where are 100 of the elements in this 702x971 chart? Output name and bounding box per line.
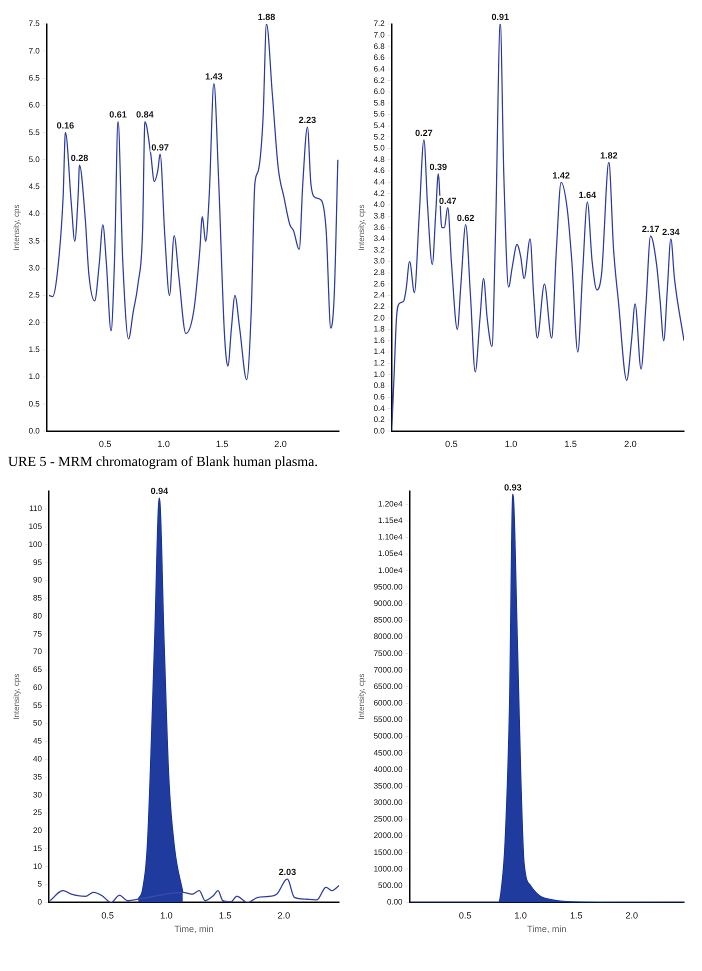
annotation: 0.97 [151,142,169,152]
x-tick-label: 1.5 [570,910,582,920]
y-tick-label: 6.0 [28,100,40,110]
x-tick-label: 1.0 [514,910,527,920]
y-tick-label: 7.0 [28,46,40,56]
annotation: 0.61 [109,110,127,120]
y-tick-label: 1500.00 [374,848,404,857]
y-tick-label: 4500.00 [374,748,404,758]
x-tick-label: 1.0 [504,439,518,450]
y-tick-label: 20 [33,826,42,836]
annotation: 1.64 [578,190,596,200]
y-axis-title: Intensity, cps [12,674,22,720]
y-tick-label: 10 [33,862,42,871]
y-tick-label: 90 [33,576,42,585]
y-tick-label: 0.8 [374,381,386,390]
y-tick-label: 1.5 [28,344,40,354]
annotation: 2.03 [278,867,296,878]
x-tick-label: 1.5 [218,910,232,920]
y-tick-label: 5500.00 [374,715,404,724]
y-tick-label: 1.05e4 [378,549,404,558]
y-axis-title: Intensity, cps [12,204,22,251]
y-tick-label: 95 [33,558,42,567]
x-tick-label: 2.0 [626,910,638,920]
y-tick-label: 6.4 [374,64,386,74]
y-tick-label: 8000.00 [374,632,404,642]
y-tick-label: 30 [33,790,42,800]
annotation: 2.17 [642,224,660,234]
y-tick-label: 5.2 [374,132,386,142]
y-tick-label: 3500.00 [374,781,404,790]
annotation: 1.82 [600,150,618,161]
y-tick-label: 15 [33,844,42,853]
y-tick-label: 5000.00 [374,732,404,741]
y-tick-label: 4.0 [374,200,386,210]
annotation: 0.94 [150,486,168,496]
y-tick-label: 8500.00 [374,616,404,625]
y-tick-label: 1.8 [374,324,386,334]
annotation: 1.42 [552,170,570,180]
y-tick-label: 3.0 [28,264,40,273]
y-tick-label: 7.0 [374,30,386,40]
y-tick-label: 3.6 [374,222,386,232]
y-tick-label: 4000.00 [374,764,404,774]
y-tick-label: 6.6 [374,53,386,62]
y-tick-label: 1.00e4 [378,566,404,575]
y-tick-label: 0.6 [374,392,386,402]
y-tick-label: 4.4 [374,178,386,187]
y-tick-label: 85 [33,594,42,603]
y-tick-label: 7500.00 [374,648,404,658]
y-tick-label: 5.5 [28,128,40,137]
annotation: 0.28 [70,153,88,164]
y-axis-title: Intensity, cps [357,674,366,720]
y-tick-label: 5.0 [374,144,386,153]
y-tick-label: 2.0 [374,313,386,322]
x-tick-label: 2.0 [274,439,287,450]
y-tick-label: 7000.00 [374,665,404,674]
y-tick-label: 1.6 [374,336,386,345]
annotation: 0.84 [136,110,154,120]
x-tick-label: 1.0 [160,910,173,920]
y-tick-label: 70 [33,647,42,656]
x-tick-label: 1.5 [564,439,577,450]
x-tick-label: 1.0 [157,439,170,450]
annotation: 0.39 [429,162,448,172]
y-tick-label: 0.2 [374,415,386,424]
x-tick-label: 2.0 [278,910,290,920]
y-tick-label: 500.00 [378,881,404,890]
y-tick-label: 4.8 [374,154,386,164]
annotation: 2.23 [298,115,316,126]
y-tick-label: 0.5 [28,399,40,408]
y-tick-label: 1000.00 [374,864,404,874]
annotation: 0.16 [56,120,74,131]
y-tick-label: 3.2 [374,245,386,254]
annotation: 2.34 [662,226,680,237]
y-tick-label: 50 [33,718,42,728]
y-tick-label: 3.0 [374,256,386,266]
y-tick-label: 5 [37,880,42,889]
x-tick-label: 0.5 [98,439,112,450]
y-tick-label: 6500.00 [374,682,404,691]
y-tick-label: 3.8 [374,211,386,220]
y-tick-label: 6.5 [28,73,40,82]
x-tick-label: 0.5 [458,910,472,920]
annotation: 1.88 [258,12,276,22]
y-tick-label: 0.00 [386,898,404,907]
y-tick-label: 1.15e4 [378,516,404,526]
y-tick-label: 5.6 [374,110,386,119]
y-tick-label: 25 [33,808,42,818]
annotation: 0.47 [439,196,457,206]
y-tick-label: 6.0 [374,87,386,96]
y-tick-label: 1.0 [28,372,40,382]
line-series [392,24,684,432]
x-tick-label: 0.5 [101,910,114,920]
x-axis-title: Time, min [174,924,214,934]
y-tick-label: 2.4 [374,290,386,300]
y-tick-label: 45 [33,736,42,746]
y-tick-label: 55 [33,700,42,710]
y-tick-label: 1.2 [374,358,386,368]
y-tick-label: 7.2 [374,19,386,28]
y-tick-label: 6.2 [374,76,386,85]
line-series [48,24,338,380]
y-tick-label: 1.4 [374,347,386,356]
annotation: 0.62 [456,212,474,223]
y-tick-label: 2.8 [374,268,386,278]
